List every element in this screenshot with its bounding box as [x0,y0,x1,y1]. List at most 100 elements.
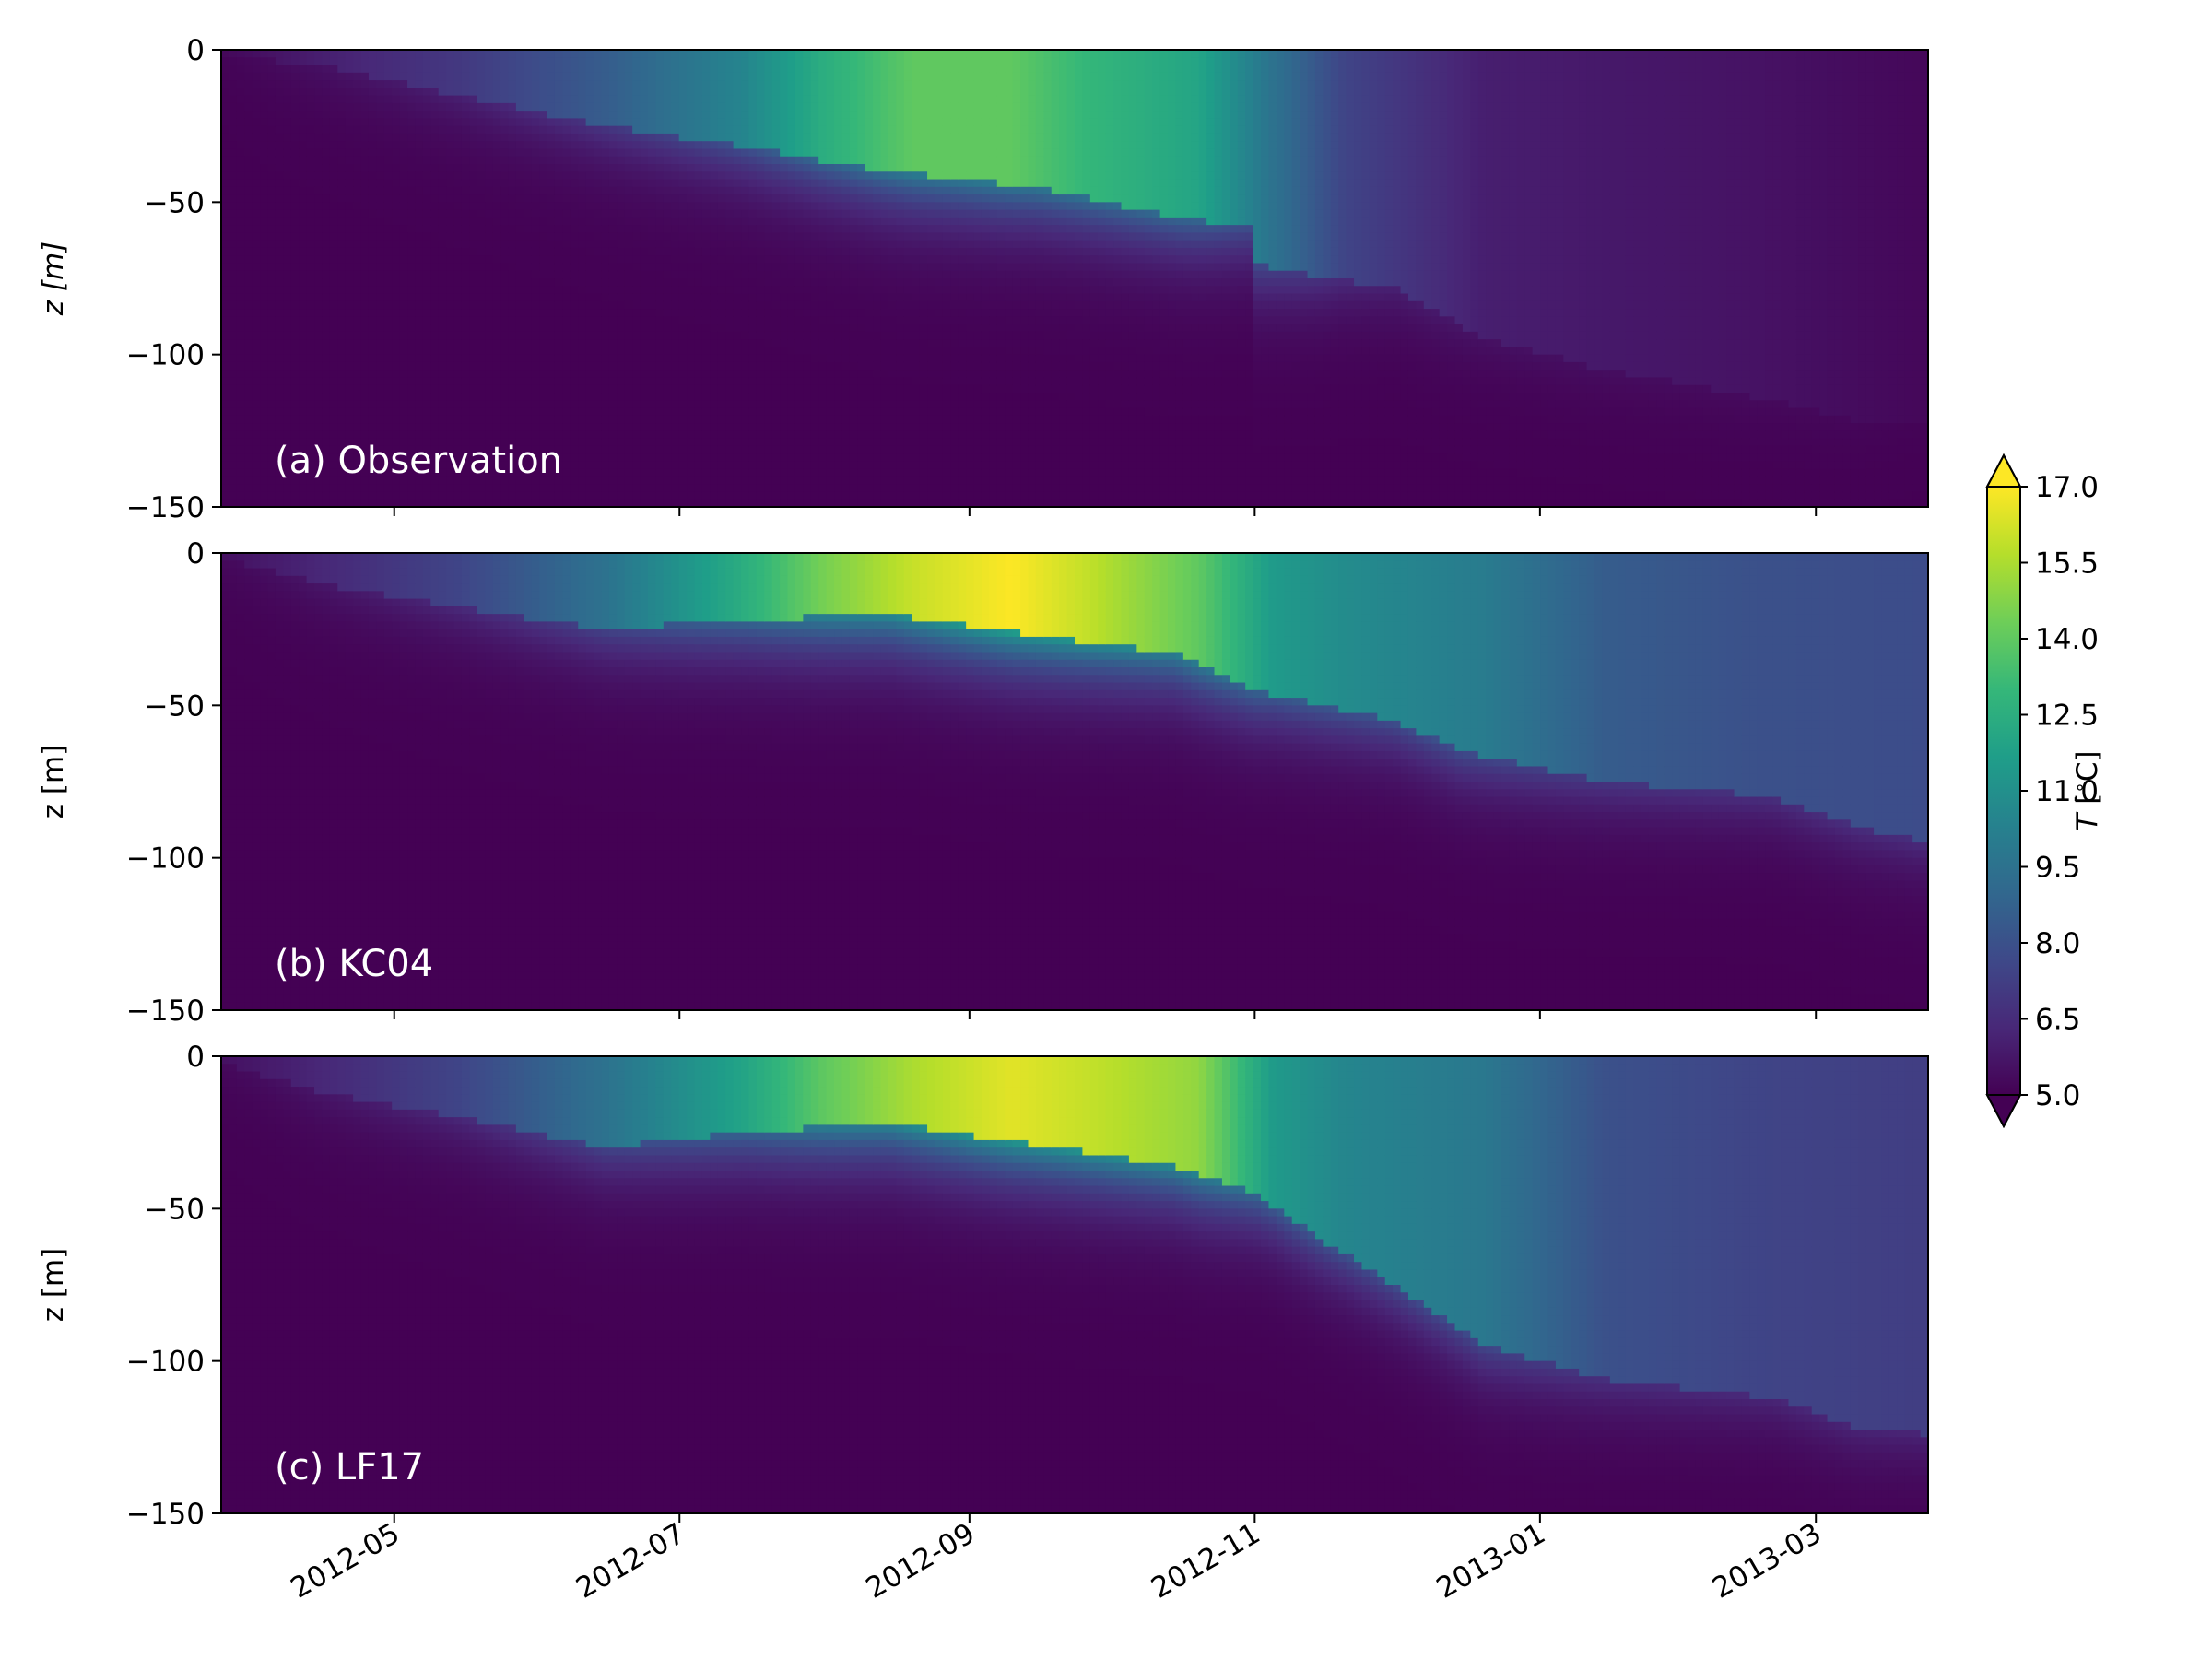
heatmap-cell [383,270,393,279]
heatmap-cell [748,293,758,302]
heatmap-cell [841,255,851,265]
heatmap-cell [306,125,315,135]
heatmap-cell [399,339,408,347]
heatmap-cell [539,430,548,440]
heatmap-cell [617,179,626,188]
heatmap-cell [360,111,370,119]
heatmap-cell [857,430,866,440]
heatmap-cell [655,133,665,142]
heatmap-cell [617,72,626,81]
heatmap-cell [392,57,401,66]
heatmap-cell [678,156,688,165]
heatmap-cell [562,95,571,104]
heatmap-cell [810,255,819,265]
heatmap-cell [578,88,587,97]
heatmap-cell [717,331,726,340]
heatmap-cell [694,491,703,500]
heatmap-cell [608,491,618,500]
heatmap-cell [733,468,742,477]
heatmap-cell [663,232,672,241]
heatmap-cell [818,72,828,81]
heatmap-cell [671,156,680,165]
heatmap-cell [748,247,758,256]
heatmap-cell [508,491,517,500]
heatmap-cell [764,179,773,188]
heatmap-cell [601,445,610,454]
heatmap-cell [787,194,796,203]
heatmap-cell [492,141,501,150]
heatmap-cell [392,300,401,310]
heatmap-cell [849,156,858,165]
heatmap-cell [252,476,261,485]
heatmap-cell [810,438,819,447]
heatmap-cell [314,164,324,172]
heatmap-cell [849,415,858,424]
heatmap-cell [306,361,315,371]
heatmap-cell [515,95,524,104]
heatmap-cell [640,407,649,417]
heatmap-cell [748,361,758,371]
heatmap-cell [694,217,703,226]
heatmap-cell [376,384,385,394]
heatmap-cell [554,217,563,226]
heatmap-cell [244,225,253,233]
heatmap-cell [252,88,261,97]
heatmap-cell [353,331,362,340]
heatmap-cell [469,65,478,74]
heatmap-cell [663,171,672,181]
heatmap-cell [554,453,563,462]
heatmap-cell [368,293,377,302]
heatmap-cell [539,293,548,302]
heatmap-cell [678,179,688,188]
heatmap-cell [803,370,812,379]
heatmap-cell [267,72,276,81]
heatmap-cell [701,438,711,447]
heatmap-cell [594,484,603,493]
heatmap-cell [826,453,835,462]
heatmap-cell [306,164,315,172]
heatmap-cell [221,156,230,165]
heatmap-cell [694,270,703,279]
heatmap-cell [453,430,463,440]
heatmap-cell [260,232,269,241]
heatmap-cell [453,339,463,347]
heatmap-cell [640,88,649,97]
heatmap-cell [524,95,533,104]
heatmap-cell [655,293,665,302]
heatmap-cell [446,499,455,507]
heatmap-cell [353,164,362,172]
heatmap-cell [725,247,735,256]
heatmap-cell [360,57,370,66]
heatmap-cell [756,438,765,447]
heatmap-cell [415,377,424,386]
heatmap-cell [810,57,819,66]
heatmap-cell [492,171,501,181]
heatmap-cell [236,384,245,394]
heatmap-cell [841,202,851,211]
heatmap-cell [430,453,440,462]
heatmap-cell [485,225,494,233]
heatmap-cell [624,286,633,295]
heatmap-cell [244,102,253,112]
heatmap-cell [453,384,463,394]
heatmap-cell [849,179,858,188]
heatmap-cell [299,499,308,507]
heatmap-cell [655,194,665,203]
heatmap-cell [771,331,781,340]
heatmap-cell [834,50,843,58]
heatmap-cell [554,141,563,150]
heatmap-cell [539,133,548,142]
heatmap-cell [376,95,385,104]
heatmap-cell [710,300,719,310]
heatmap-cell [648,415,657,424]
heatmap-cell [687,453,696,462]
heatmap-cell [570,278,579,287]
heatmap-cell [469,95,478,104]
heatmap-cell [337,430,347,440]
heatmap-cell [694,57,703,66]
heatmap-cell [252,125,261,135]
heatmap-cell [608,164,618,172]
heatmap-cell [849,468,858,477]
heatmap-cell [648,339,657,347]
heatmap-cell [562,423,571,431]
